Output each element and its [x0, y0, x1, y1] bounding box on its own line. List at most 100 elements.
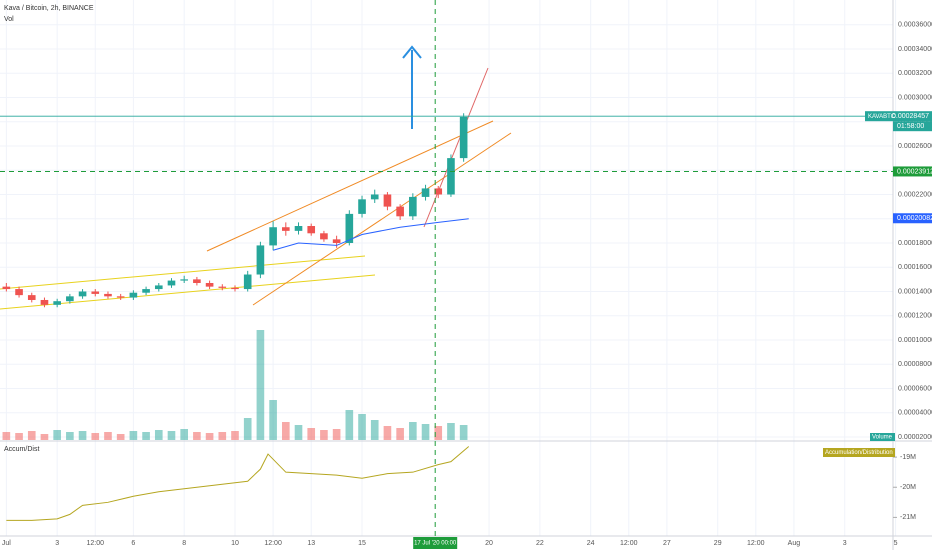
x-tick-label: Jul	[2, 540, 11, 547]
y-tick-label: 0.00034000	[898, 46, 932, 53]
volume-bar	[434, 426, 443, 440]
candle-body	[396, 206, 404, 217]
x-tick-label: 20	[485, 540, 493, 547]
candle-body	[104, 293, 112, 297]
y-tick-label: -21M	[900, 514, 916, 521]
volume-bar	[205, 433, 214, 440]
volume-bar	[27, 431, 36, 440]
volume-bar	[116, 434, 125, 440]
countdown: 01:58:00	[897, 123, 924, 130]
volume-bar	[409, 422, 417, 440]
volume-bar	[396, 428, 404, 440]
y-tick-label: 0.00036000	[898, 22, 932, 29]
x-tick-label: 24	[587, 540, 595, 547]
volume-bar	[78, 431, 87, 440]
symbol-label: KAVABTC	[868, 114, 896, 120]
candle-body	[15, 289, 23, 296]
trendline	[206, 120, 494, 252]
x-tick-label: 22	[536, 540, 544, 547]
y-tick-label: 0.00002000	[898, 434, 932, 441]
y-tick-label: 0.00022000	[898, 191, 932, 198]
candle-body	[193, 279, 201, 284]
y-tick-label: 0.00032000	[898, 70, 932, 77]
candle-body	[2, 286, 11, 290]
volume-bar	[142, 432, 150, 440]
candle-body	[40, 299, 49, 305]
x-tick-label: 29	[714, 540, 722, 547]
grid	[0, 0, 897, 536]
x-tick-label: 12:00	[620, 540, 638, 547]
x-tick-label: 13	[307, 540, 315, 547]
x-tick-label: 12:00	[87, 540, 105, 547]
ma-tag	[893, 213, 932, 224]
y-tick-label: 0.00008000	[898, 361, 932, 368]
y-tick-label: 0.00014000	[898, 288, 932, 295]
candle-body	[180, 279, 188, 281]
x-tick-label: 27	[663, 540, 671, 547]
volume-bar	[294, 425, 303, 440]
volume-bar	[256, 330, 265, 440]
candle-body	[78, 291, 87, 297]
candle-body	[282, 227, 290, 231]
candle-body	[434, 188, 443, 195]
candle-body	[66, 296, 74, 302]
candle-body	[129, 292, 138, 298]
volume-bar	[370, 420, 379, 440]
volume-bar	[358, 414, 366, 440]
candle-body	[370, 194, 379, 200]
candle-body	[345, 213, 354, 243]
trendline	[252, 132, 512, 306]
accum-dist-line	[6, 446, 470, 521]
candle-body	[332, 239, 341, 243]
volume-layer	[2, 330, 468, 440]
candle-body	[167, 280, 176, 286]
candle-body	[294, 226, 303, 231]
moving-average	[272, 218, 469, 251]
crosshair-x-label: 17 Jul '20 00:00	[414, 541, 457, 547]
y-tick-label: 0.00012000	[898, 313, 932, 320]
candle-body	[27, 295, 36, 300]
x-tick-label: 6	[131, 540, 135, 547]
volume-bar	[15, 433, 23, 440]
y-tick-label: 0.00018000	[898, 240, 932, 247]
price-label: 0.00028457	[892, 113, 929, 120]
volume-bar	[421, 424, 430, 440]
volume-bar	[447, 423, 455, 440]
volume-bar	[167, 431, 176, 440]
candle-body	[409, 196, 417, 217]
x-tick-label: 12:00	[747, 540, 765, 547]
candle-body	[320, 233, 328, 240]
volume-bar	[282, 422, 290, 440]
y-tick-label: 0.00026000	[898, 143, 932, 150]
candle-body	[91, 291, 100, 294]
x-tick-label: 10	[231, 540, 239, 547]
volume-bar	[40, 434, 49, 440]
y-tick-label: 0.00006000	[898, 385, 932, 392]
trendline	[423, 67, 489, 228]
volume-title: Vol	[4, 16, 14, 23]
candle-body	[154, 285, 163, 290]
volume-tag	[870, 433, 895, 441]
volume-name: Volume	[872, 435, 893, 441]
candle-body	[269, 227, 277, 246]
candle-body	[231, 287, 239, 290]
accum-tag	[823, 448, 895, 457]
volume-bar	[104, 432, 112, 440]
x-tick-label: 8	[182, 540, 186, 547]
volume-bar	[231, 431, 239, 440]
y-tick-label: 0.00010000	[898, 337, 932, 344]
arrow-head	[402, 45, 422, 59]
x-tick-label: 3	[843, 540, 847, 547]
crosshair-y-tag	[893, 166, 932, 177]
volume-bar	[154, 430, 163, 440]
volume-bar	[2, 432, 11, 440]
candle-body	[447, 158, 455, 195]
ma-label: 0.00020082	[897, 215, 932, 222]
volume-bar	[320, 430, 328, 440]
volume-bar	[307, 428, 316, 440]
volume-bar	[129, 431, 138, 440]
volume-bar	[91, 433, 100, 440]
volume-bar	[459, 425, 468, 440]
